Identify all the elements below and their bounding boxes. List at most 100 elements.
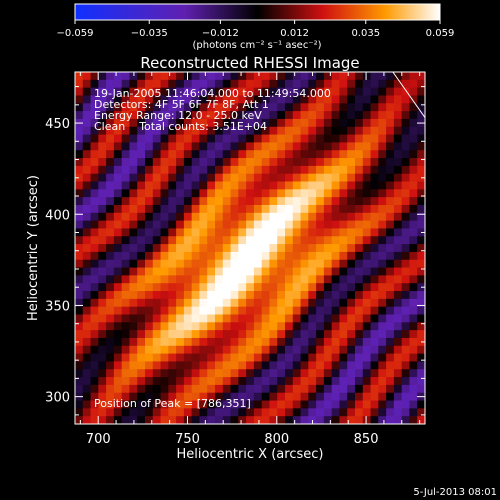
image-cell (129, 275, 138, 284)
image-cell (82, 408, 92, 417)
image-cell (222, 322, 232, 331)
image-cell (362, 400, 372, 409)
image-cell (207, 220, 216, 230)
image-cell (207, 392, 216, 402)
image-cell (160, 392, 169, 402)
image-cell (308, 322, 317, 331)
image-cell (331, 134, 341, 143)
image-cell (168, 384, 177, 394)
image-cell (316, 72, 325, 81)
image-cell (300, 95, 309, 104)
image-cell (152, 392, 162, 402)
image-cell (409, 79, 418, 89)
image-cell (238, 212, 247, 222)
image-cell (230, 408, 239, 417)
image-cell (106, 384, 115, 394)
image-cell (277, 134, 286, 143)
image-cell (261, 126, 271, 136)
image-cell (331, 377, 341, 386)
image-cell (207, 251, 216, 261)
image-cell (393, 212, 403, 222)
image-cell (339, 165, 348, 175)
image-cell (113, 259, 123, 269)
image-cell (347, 400, 356, 409)
image-cell (308, 72, 317, 81)
image-cell (137, 220, 146, 230)
image-cell (160, 79, 169, 89)
image-cell (362, 126, 372, 136)
image-cell (362, 267, 372, 276)
image-cell (261, 361, 271, 370)
image-cell (121, 416, 131, 424)
image-cell (222, 314, 232, 323)
image-cell (285, 345, 294, 355)
image-cell (238, 306, 247, 316)
image-cell (292, 79, 302, 89)
image-cell (261, 306, 271, 316)
image-cell (269, 111, 278, 120)
image-cell (90, 392, 99, 402)
image-cell (152, 150, 162, 159)
image-cell (230, 173, 239, 183)
image-cell (82, 150, 92, 159)
image-cell (191, 416, 201, 424)
image-cell (152, 142, 162, 151)
image-cell (417, 408, 425, 417)
image-cell (409, 134, 418, 143)
image-cell (386, 259, 395, 269)
image-cell (370, 118, 379, 128)
image-cell (238, 283, 247, 292)
image-cell (370, 134, 379, 143)
image-cell (378, 173, 387, 183)
image-cell (355, 259, 364, 269)
image-cell (355, 244, 364, 253)
image-cell (292, 283, 302, 292)
image-cell (238, 158, 247, 167)
image-cell (199, 408, 208, 417)
image-cell (386, 158, 395, 167)
image-cell (261, 79, 271, 89)
image-cell (90, 189, 99, 198)
image-cell (370, 275, 379, 284)
image-cell (176, 173, 185, 183)
image-cell (222, 103, 232, 112)
image-cell (168, 408, 177, 417)
image-cell (393, 165, 403, 175)
image-cell (199, 353, 208, 363)
image-cell (222, 345, 232, 355)
image-cell (121, 298, 131, 308)
image-cell (215, 220, 224, 230)
image-cell (238, 220, 247, 230)
image-cell (145, 361, 154, 370)
image-cell (222, 173, 232, 183)
image-cell (292, 103, 302, 112)
image-cell (370, 345, 379, 355)
image-cell (199, 197, 208, 206)
image-cell (82, 95, 92, 104)
image-cell (222, 267, 232, 276)
image-cell (183, 95, 193, 104)
image-cell (129, 228, 138, 237)
image-cell (246, 314, 255, 323)
image-cell (331, 72, 341, 81)
image-cell (113, 150, 123, 159)
image-cell (339, 267, 348, 276)
image-cell (199, 275, 208, 284)
image-cell (98, 236, 107, 245)
image-cell (277, 314, 286, 323)
image-cell (191, 384, 201, 394)
image-cell (409, 103, 418, 112)
image-cell (285, 111, 294, 120)
image-cell (82, 220, 92, 230)
image-cell (370, 158, 379, 167)
image-cell (90, 126, 99, 136)
image-cell (409, 345, 418, 355)
image-cell (113, 158, 123, 167)
image-cell (121, 142, 131, 151)
image-cell (160, 291, 169, 300)
image-cell (355, 165, 364, 175)
image-cell (215, 251, 224, 261)
image-cell (75, 337, 84, 347)
image-cell (300, 244, 309, 253)
image-cell (121, 173, 131, 183)
